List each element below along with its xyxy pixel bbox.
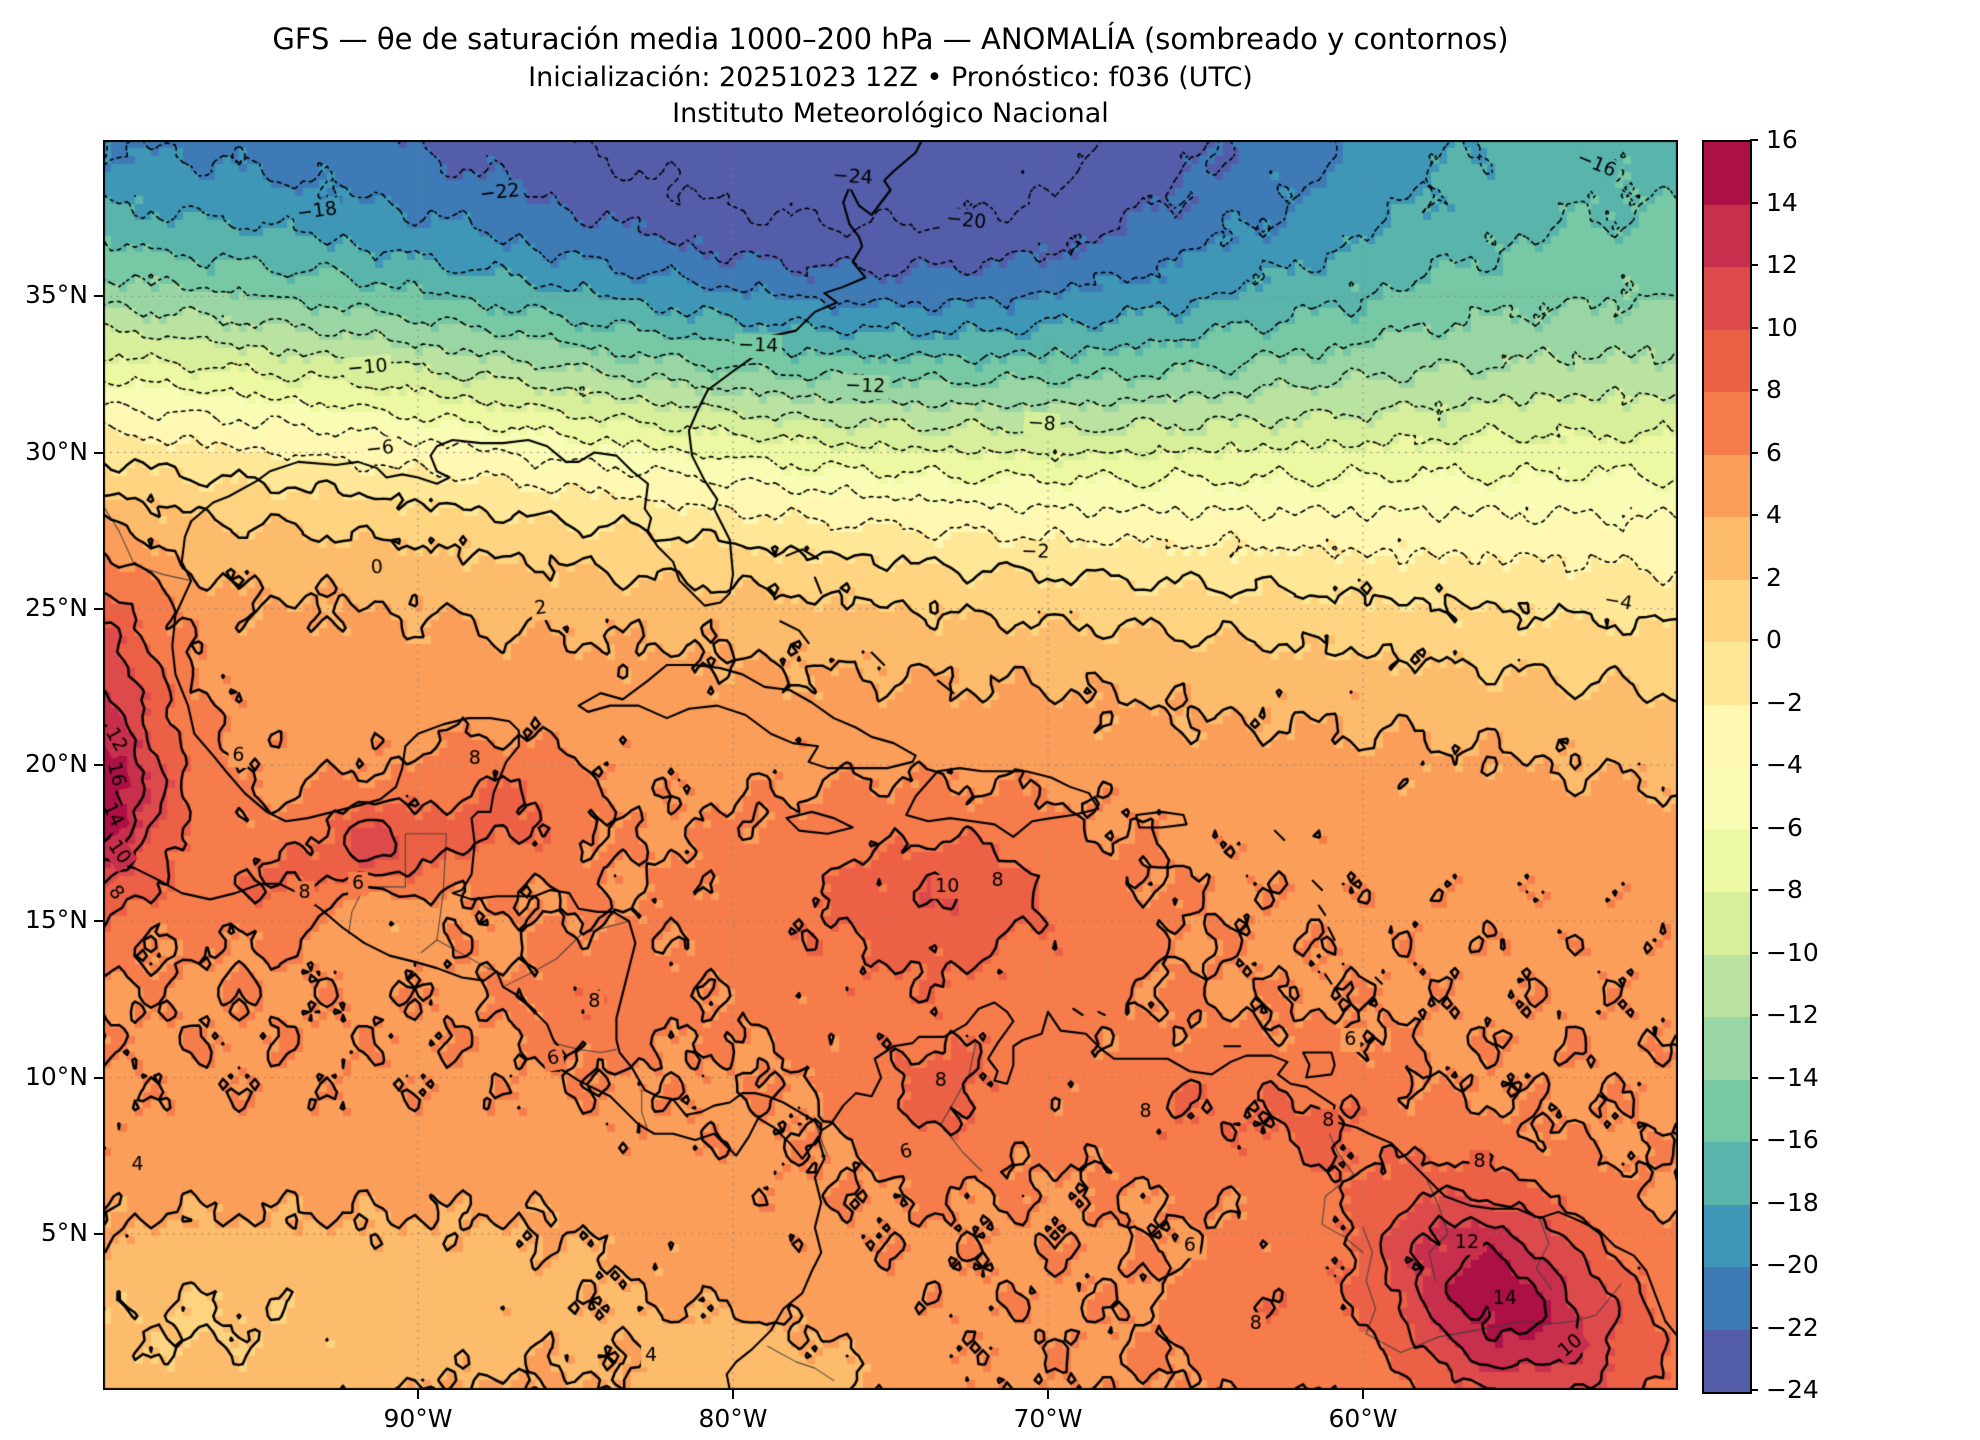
colorbar-tick-label: −22 [1766, 1312, 1819, 1342]
x-tick-label: 90°W [383, 1404, 453, 1433]
colorbar-tick-mark [1750, 951, 1758, 954]
y-tick-label: 35°N [24, 280, 88, 310]
y-tick-mark [94, 607, 103, 610]
map-canvas [103, 140, 1678, 1390]
colorbar-tick-mark [1750, 764, 1758, 766]
y-tick-label: 10°N [24, 1061, 88, 1091]
colorbar-segment [1704, 1142, 1750, 1205]
colorbar-segment [1704, 267, 1750, 330]
colorbar-tick-label: −18 [1766, 1187, 1819, 1217]
colorbar-tick-label: 2 [1766, 562, 1782, 592]
x-tick-label: 70°W [1013, 1404, 1083, 1433]
colorbar-tick-label: 16 [1766, 125, 1798, 154]
colorbar-segment [1704, 1267, 1750, 1330]
colorbar-segment [1704, 1329, 1750, 1392]
colorbar-tick-mark [1750, 826, 1758, 829]
y-tick-mark [94, 920, 103, 923]
x-tick-mark [1362, 1390, 1364, 1399]
colorbar-tick-mark [1750, 514, 1758, 516]
colorbar-segment [1704, 204, 1750, 267]
colorbar-segment [1704, 1017, 1750, 1080]
colorbar-tick-label: −8 [1766, 875, 1803, 904]
colorbar [1702, 140, 1752, 1394]
colorbar-tick-mark [1750, 1076, 1758, 1079]
colorbar-segment [1704, 954, 1750, 1017]
colorbar-segment [1704, 767, 1750, 830]
colorbar-segment [1704, 142, 1750, 205]
colorbar-tick-label: −14 [1766, 1062, 1819, 1092]
y-tick-mark [94, 295, 103, 298]
colorbar-tick-mark [1750, 139, 1758, 141]
colorbar-tick-label: 14 [1766, 187, 1798, 217]
plot-subtitle: Inicialización: 20251023 12Z • Pronóstic… [528, 62, 1253, 93]
colorbar-tick-mark [1750, 1389, 1758, 1391]
colorbar-tick-label: −24 [1766, 1375, 1819, 1404]
colorbar-tick-mark [1750, 1201, 1758, 1204]
x-tick-mark [417, 1390, 419, 1399]
colorbar-tick-label: −2 [1766, 687, 1803, 717]
y-tick-label: 30°N [24, 436, 88, 466]
colorbar-segment [1704, 517, 1750, 580]
colorbar-tick-mark [1750, 889, 1758, 891]
colorbar-tick-mark [1750, 576, 1758, 579]
colorbar-segment [1704, 329, 1750, 392]
colorbar-tick-mark [1750, 1326, 1758, 1329]
y-tick-label: 15°N [24, 905, 88, 935]
colorbar-tick-mark [1750, 1264, 1758, 1266]
y-tick-label: 5°N [40, 1217, 88, 1247]
colorbar-tick-label: 10 [1766, 312, 1798, 342]
colorbar-segment [1704, 1079, 1750, 1142]
x-tick-label: 80°W [698, 1404, 768, 1433]
colorbar-segment [1704, 704, 1750, 767]
colorbar-tick-mark [1750, 1139, 1758, 1141]
colorbar-segment [1704, 579, 1750, 642]
y-tick-mark [94, 451, 103, 454]
colorbar-tick-label: −20 [1766, 1250, 1819, 1279]
colorbar-segment [1704, 892, 1750, 955]
colorbar-tick-mark [1750, 701, 1758, 704]
colorbar-tick-mark [1750, 639, 1758, 641]
colorbar-tick-label: −6 [1766, 812, 1803, 842]
colorbar-tick-label: 4 [1766, 500, 1782, 529]
y-tick-label: 25°N [24, 592, 88, 622]
colorbar-tick-mark [1750, 201, 1758, 204]
y-tick-mark [94, 764, 103, 766]
colorbar-segment [1704, 392, 1750, 455]
colorbar-tick-mark [1750, 451, 1758, 454]
colorbar-tick-label: 12 [1766, 250, 1798, 279]
x-tick-label: 60°W [1328, 1404, 1398, 1433]
colorbar-tick-mark [1750, 264, 1758, 266]
colorbar-tick-mark [1750, 326, 1758, 329]
colorbar-tick-mark [1750, 1014, 1758, 1016]
x-tick-mark [1047, 1390, 1049, 1399]
colorbar-tick-label: −4 [1766, 750, 1803, 779]
y-tick-mark [94, 1232, 103, 1235]
colorbar-tick-label: 6 [1766, 437, 1782, 467]
colorbar-segment [1704, 1204, 1750, 1267]
x-tick-mark [732, 1390, 734, 1399]
colorbar-segment [1704, 642, 1750, 705]
colorbar-tick-label: −10 [1766, 937, 1819, 967]
plot-institution: Instituto Meteorológico Nacional [672, 98, 1109, 129]
colorbar-segment [1704, 454, 1750, 517]
colorbar-tick-label: 8 [1766, 375, 1782, 404]
colorbar-tick-mark [1750, 389, 1758, 391]
colorbar-tick-label: 0 [1766, 625, 1782, 654]
colorbar-segment [1704, 829, 1750, 892]
colorbar-tick-label: −12 [1766, 1000, 1819, 1029]
y-tick-mark [94, 1076, 103, 1079]
y-tick-label: 20°N [24, 749, 88, 778]
colorbar-tick-label: −16 [1766, 1125, 1819, 1154]
plot-title: GFS — θe de saturación media 1000–200 hP… [272, 22, 1509, 56]
